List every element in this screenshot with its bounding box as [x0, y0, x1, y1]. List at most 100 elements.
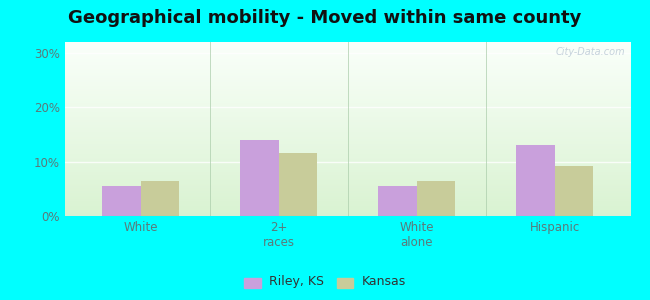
Bar [65, 155, 630, 156]
Bar [65, 95, 630, 96]
Bar [65, 60, 630, 61]
Bar [65, 207, 630, 208]
Bar [65, 114, 630, 115]
Bar [65, 72, 630, 73]
Bar [65, 104, 630, 105]
Bar [65, 188, 630, 189]
Bar [65, 148, 630, 149]
Bar [65, 78, 630, 79]
Bar [65, 183, 630, 184]
Bar [65, 182, 630, 183]
Bar [240, 140, 279, 216]
Bar [65, 65, 630, 66]
Bar [65, 141, 630, 142]
Bar [65, 105, 630, 106]
Bar [65, 57, 630, 58]
Bar [378, 186, 417, 216]
Bar [65, 202, 630, 203]
Bar [65, 103, 630, 104]
Bar [65, 68, 630, 69]
Bar [516, 145, 554, 216]
Bar [65, 157, 630, 158]
Bar [65, 111, 630, 112]
Bar [65, 88, 630, 89]
Bar [65, 133, 630, 134]
Bar [65, 96, 630, 97]
Bar [65, 80, 630, 81]
Bar [65, 146, 630, 147]
Bar [65, 117, 630, 118]
Bar [65, 144, 630, 145]
Bar [65, 108, 630, 109]
Bar [65, 107, 630, 108]
Bar [102, 186, 141, 216]
Bar [65, 98, 630, 99]
Bar [65, 59, 630, 60]
Bar [65, 89, 630, 90]
Bar [65, 75, 630, 76]
Bar [65, 184, 630, 185]
Bar [65, 139, 630, 140]
Bar [65, 181, 630, 182]
Bar [65, 198, 630, 199]
Bar [65, 101, 630, 102]
Bar [65, 121, 630, 122]
Bar [65, 102, 630, 103]
Bar [65, 129, 630, 130]
Bar [65, 51, 630, 52]
Bar [65, 99, 630, 100]
Bar [65, 194, 630, 195]
Bar [65, 46, 630, 47]
Bar [65, 126, 630, 127]
Bar [65, 54, 630, 55]
Bar [65, 110, 630, 111]
Bar [65, 174, 630, 175]
Bar [65, 140, 630, 141]
Bar [65, 119, 630, 120]
Bar [65, 93, 630, 94]
Bar [65, 162, 630, 163]
Bar [65, 85, 630, 86]
Bar [65, 112, 630, 113]
Bar [65, 172, 630, 173]
Bar [65, 115, 630, 116]
Bar [65, 64, 630, 65]
Bar [65, 137, 630, 138]
Bar [65, 120, 630, 121]
Bar [65, 47, 630, 48]
Bar [65, 195, 630, 196]
Bar [65, 67, 630, 68]
Bar [65, 136, 630, 137]
Bar [65, 150, 630, 151]
Bar [65, 134, 630, 135]
Bar [65, 123, 630, 124]
Bar [65, 97, 630, 98]
Bar [65, 138, 630, 139]
Bar [65, 125, 630, 126]
Text: City-Data.com: City-Data.com [555, 47, 625, 57]
Bar [65, 149, 630, 150]
Bar [65, 48, 630, 49]
Bar [65, 200, 630, 201]
Bar [65, 204, 630, 205]
Bar [65, 53, 630, 54]
Bar [65, 82, 630, 83]
Bar [65, 186, 630, 187]
Bar [65, 175, 630, 176]
Bar [65, 113, 630, 114]
Bar [65, 91, 630, 92]
Bar [65, 173, 630, 174]
Bar [65, 71, 630, 72]
Bar [65, 153, 630, 154]
Bar [65, 90, 630, 91]
Bar [65, 176, 630, 177]
Bar [65, 187, 630, 188]
Bar [65, 128, 630, 129]
Bar [65, 210, 630, 211]
Bar [65, 79, 630, 80]
Bar [65, 215, 630, 216]
Bar [65, 92, 630, 93]
Bar [65, 73, 630, 74]
Bar [65, 44, 630, 45]
Bar [65, 45, 630, 46]
